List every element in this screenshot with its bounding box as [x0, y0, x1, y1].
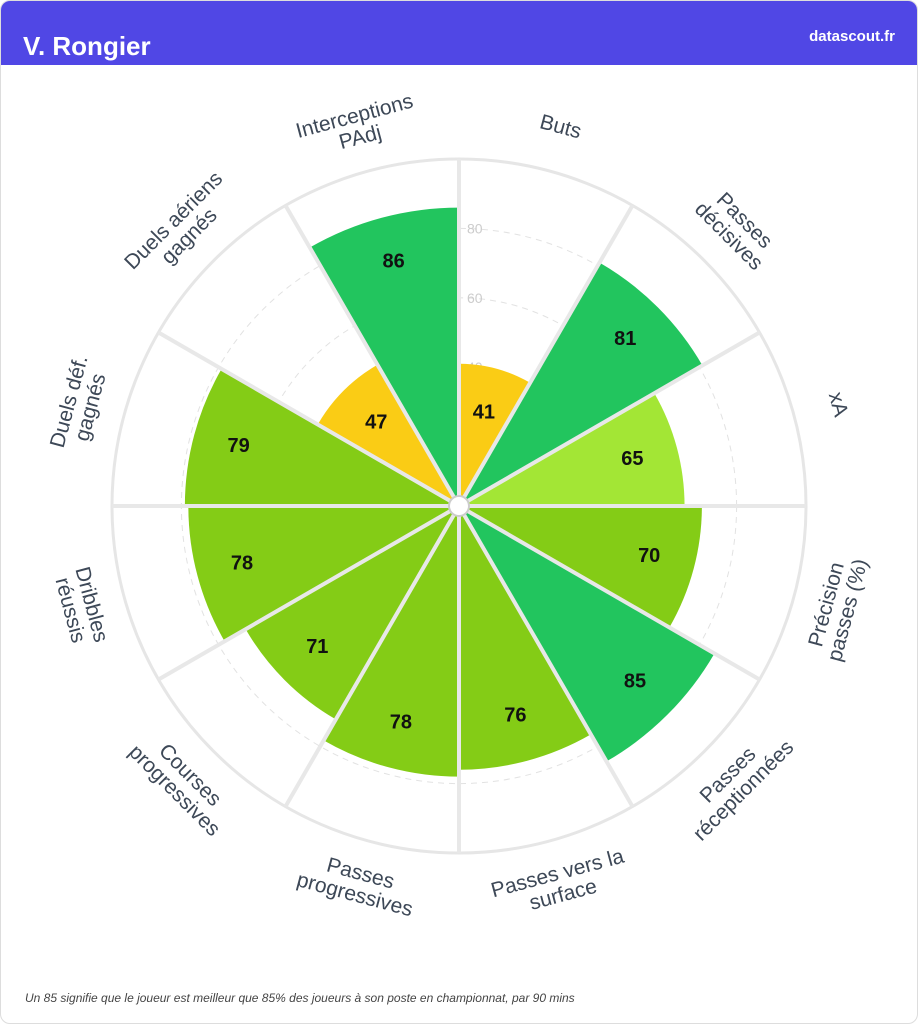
separator	[457, 204, 635, 507]
value-label: 65	[621, 448, 643, 470]
bar	[459, 262, 703, 506]
value-label: 85	[624, 670, 646, 692]
tick-label: 80	[467, 220, 483, 236]
center-hole	[448, 495, 470, 517]
value-label: 81	[614, 328, 636, 350]
separator	[157, 330, 460, 508]
value-label: 71	[306, 636, 328, 658]
value-label: 78	[390, 711, 412, 733]
bar	[459, 393, 685, 506]
category-label: Buts	[537, 110, 584, 143]
bar	[309, 207, 459, 506]
chart: 2040608041Buts81Passesdécisives65xA70Pré…	[45, 89, 872, 923]
separator	[457, 330, 761, 508]
value-label: 78	[231, 552, 253, 574]
value-label: 41	[473, 401, 495, 423]
value-label: 76	[504, 705, 526, 727]
category-line: xA	[824, 389, 853, 419]
tick-label: 60	[467, 290, 483, 306]
footnote: Un 85 signifie que le joueur est meilleu…	[25, 991, 575, 1005]
bar	[459, 363, 531, 506]
category-label: Précisionpasses (%)	[801, 551, 872, 664]
separator	[157, 504, 460, 682]
value-label: 79	[228, 435, 250, 457]
value-label: 47	[365, 411, 387, 433]
separator	[283, 504, 461, 808]
bar	[188, 506, 459, 642]
category-label: Passes vers lasurface	[488, 844, 632, 923]
bar	[184, 368, 459, 506]
value-label: 86	[383, 250, 405, 272]
header: V. Rongier datascout.fr	[1, 1, 917, 65]
brand[interactable]: datascout.fr	[809, 28, 895, 45]
category-label: InterceptionsPAdj	[293, 89, 421, 164]
category-line: Buts	[537, 110, 584, 143]
bar	[245, 506, 459, 720]
separator	[457, 504, 635, 808]
bar	[459, 506, 715, 762]
separator	[457, 504, 761, 682]
category-label: Duels déf.gagnés	[45, 353, 113, 456]
value-label: 70	[638, 545, 660, 567]
bar	[459, 506, 591, 770]
separator	[283, 204, 461, 507]
category-label: Dribblesréussis	[50, 564, 113, 650]
category-label: xA	[824, 389, 853, 419]
bar	[317, 364, 459, 506]
category-label: Passesprogressives	[294, 847, 421, 921]
bar	[459, 506, 702, 628]
bar	[323, 506, 459, 777]
player-name: V. Rongier	[23, 31, 151, 61]
